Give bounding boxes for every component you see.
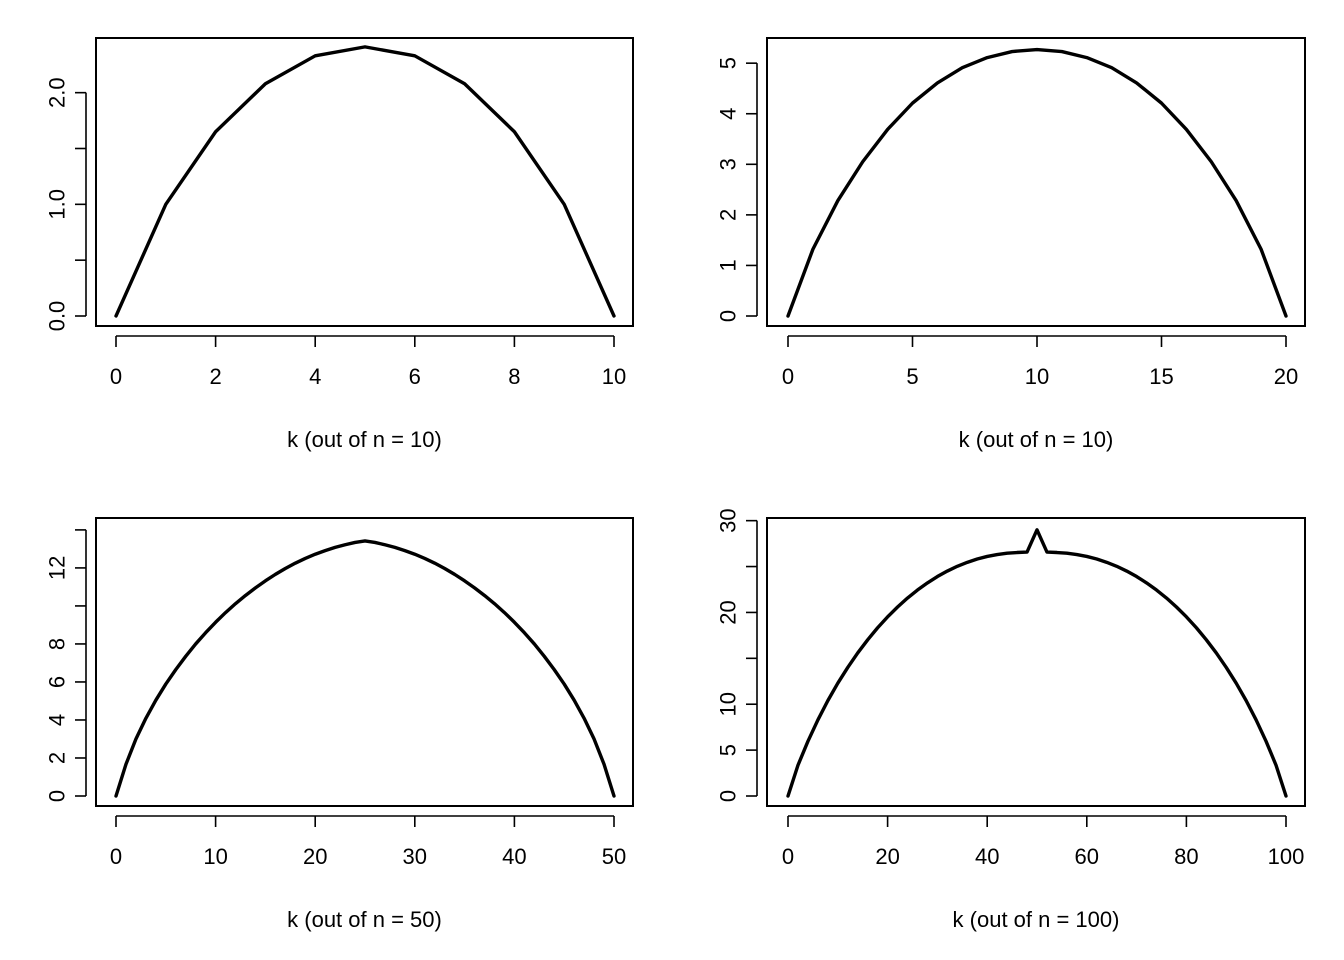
series-line <box>786 47 1288 318</box>
plot-frame <box>766 517 1306 807</box>
y-tick-label: 6 <box>45 676 70 688</box>
y-tick-label: 2.0 <box>45 77 70 108</box>
y-tick-label: 0 <box>45 790 70 802</box>
x-tick-label: 10 <box>1025 364 1049 389</box>
y-tick-label: 4 <box>45 714 70 726</box>
x-tick-label: 80 <box>1174 844 1198 869</box>
x-tick-label: 4 <box>309 364 321 389</box>
plot-frame <box>766 37 1306 327</box>
y-tick-label: 20 <box>716 600 741 624</box>
x-axis-title: k (out of n = 100) <box>953 907 1120 932</box>
x-tick-label: 0 <box>110 364 122 389</box>
y-tick-label: 5 <box>716 744 741 756</box>
y-tick-label: 0 <box>716 310 741 322</box>
y-tick-label: 5 <box>716 57 741 69</box>
x-tick-label: 10 <box>203 844 227 869</box>
x-tick-label: 40 <box>502 844 526 869</box>
series-line <box>114 539 616 798</box>
x-tick-label: 20 <box>1274 364 1298 389</box>
y-tick-label: 0 <box>716 790 741 802</box>
y-tick-label: 30 <box>716 508 741 532</box>
x-axis-title: k (out of n = 10) <box>959 427 1114 452</box>
x-tick-label: 20 <box>303 844 327 869</box>
y-tick-label: 12 <box>45 556 70 580</box>
series-line <box>114 45 616 318</box>
x-axis-title: k (out of n = 10) <box>287 427 442 452</box>
x-tick-label: 5 <box>906 364 918 389</box>
y-tick-label: 1.0 <box>45 189 70 220</box>
y-tick-label: 1 <box>716 259 741 271</box>
panel-1: 0 2 4 6 8 10 0.0 1.0 2.0 k (out of n = 10) <box>45 37 634 452</box>
y-tick-label: 2 <box>45 752 70 764</box>
plot-frame <box>95 517 634 807</box>
panel-4: 0 20 40 60 80 100 0 5 10 20 30 k (out of n = 100) <box>716 508 1306 932</box>
x-tick-label: 10 <box>602 364 626 389</box>
x-tick-label: 60 <box>1075 844 1099 869</box>
x-axis-title: k (out of n = 50) <box>287 907 442 932</box>
x-tick-label: 2 <box>209 364 221 389</box>
series-line <box>786 528 1288 798</box>
x-tick-label: 20 <box>875 844 899 869</box>
x-tick-label: 0 <box>782 844 794 869</box>
x-tick-label: 0 <box>782 364 794 389</box>
y-tick-label: 0.0 <box>45 301 70 332</box>
x-tick-label: 15 <box>1149 364 1173 389</box>
panel-2: 0 5 10 15 20 0 1 2 3 4 5 k (out of n = 10) <box>716 37 1306 452</box>
x-tick-label: 30 <box>403 844 427 869</box>
panel-3: 0 10 20 30 40 50 0 2 4 6 8 12 k (out of n = 50) <box>45 517 634 932</box>
x-tick-label: 50 <box>602 844 626 869</box>
x-tick-label: 6 <box>409 364 421 389</box>
x-tick-label: 100 <box>1268 844 1305 869</box>
plot-frame <box>95 37 634 327</box>
y-tick-label: 10 <box>716 692 741 716</box>
y-tick-label: 3 <box>716 158 741 170</box>
x-tick-label: 40 <box>975 844 999 869</box>
y-tick-label: 8 <box>45 638 70 650</box>
y-tick-label: 2 <box>716 209 741 221</box>
y-tick-label: 4 <box>716 108 741 120</box>
x-tick-label: 0 <box>110 844 122 869</box>
x-tick-label: 8 <box>508 364 520 389</box>
